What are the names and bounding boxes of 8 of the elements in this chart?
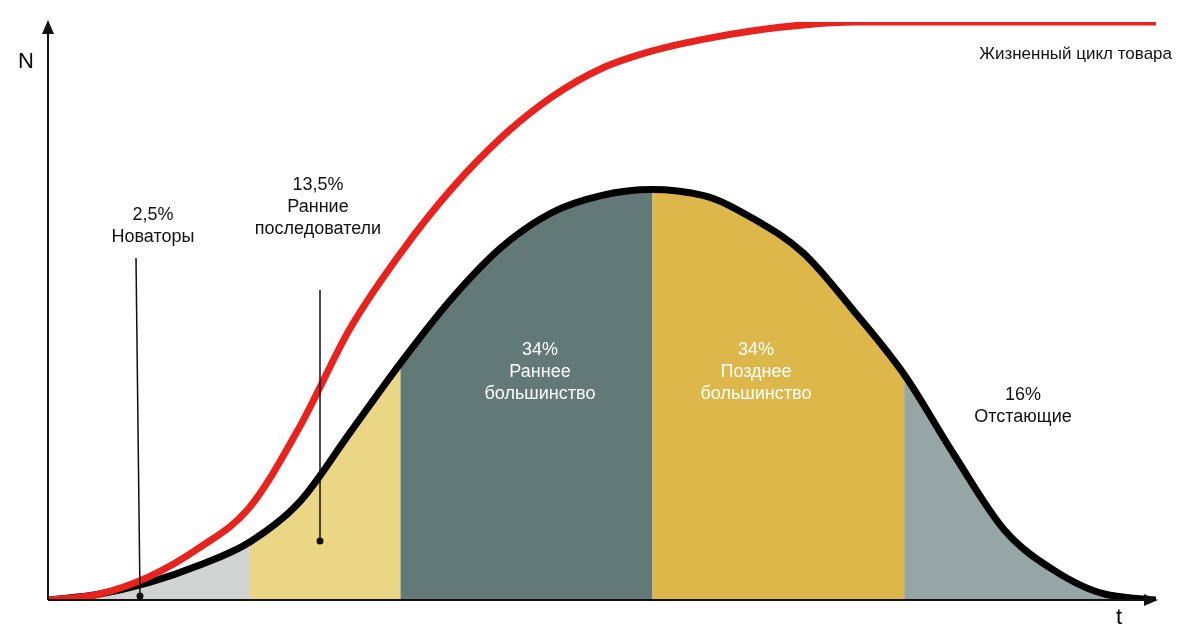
y-axis-title: N <box>18 48 34 74</box>
annotation: 13,5% Ранние последователи <box>253 173 383 239</box>
annotation: 16% Отстающие <box>973 383 1073 427</box>
x-axis-title: t <box>1116 604 1123 630</box>
annotation: 34% Раннее большинство <box>483 338 597 404</box>
annotation: 2,5% Новаторы <box>110 203 196 247</box>
series-label: Жизненный цикл товара <box>979 44 1172 64</box>
annotation: 34% Позднее большинство <box>699 338 813 404</box>
